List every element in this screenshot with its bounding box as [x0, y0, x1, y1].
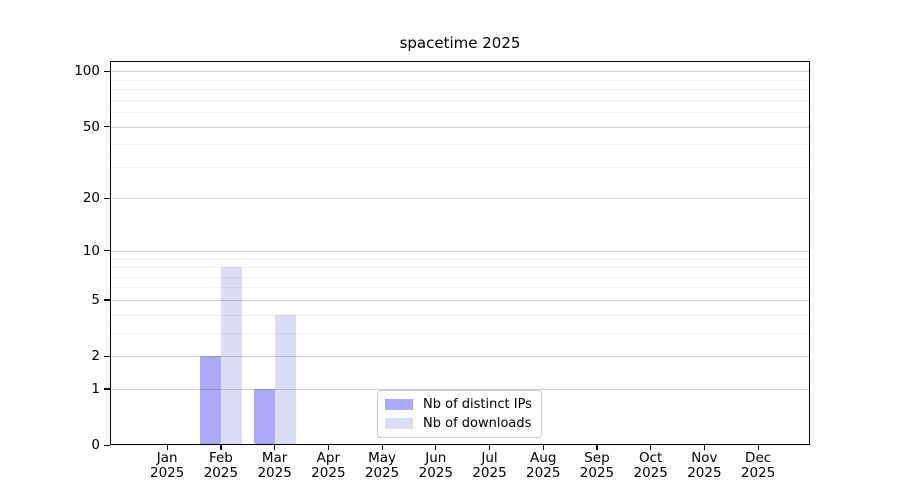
- x-tick-year: 2025: [472, 465, 507, 481]
- y-tick-label: 100: [74, 63, 100, 80]
- x-tick-year: 2025: [257, 465, 292, 481]
- x-tick-year: 2025: [203, 465, 239, 481]
- y-tick-label: 5: [91, 291, 100, 308]
- gridline-major: [111, 71, 809, 73]
- gridline-minor: [111, 99, 809, 101]
- x-tick-year: 2025: [311, 465, 346, 481]
- gridline-major: [111, 299, 809, 301]
- y-tick-mark: [104, 126, 110, 128]
- legend-entry: Nb of distinct IPs: [385, 396, 532, 413]
- y-tick-label: 1: [91, 380, 100, 397]
- x-tick-label: Apr 2025: [297, 451, 359, 481]
- x-tick-mark: [757, 445, 759, 450]
- y-tick-mark: [104, 70, 110, 72]
- plot-area: Nb of distinct IPs Nb of downloads: [110, 61, 810, 445]
- y-tick-mark: [104, 197, 110, 200]
- x-tick-year: 2025: [150, 465, 185, 481]
- x-tick-label: Dec 2025: [727, 451, 789, 481]
- legend-label: Nb of downloads: [423, 416, 532, 431]
- x-tick-month: Oct: [639, 450, 663, 466]
- y-tick-label: 50: [82, 118, 100, 135]
- x-tick-mark: [542, 445, 544, 450]
- legend-entry: Nb of downloads: [385, 415, 532, 432]
- x-tick-month: Jun: [425, 450, 447, 466]
- y-tick-mark: [104, 299, 110, 301]
- x-tick-year: 2025: [526, 465, 561, 481]
- x-tick-label: Jun 2025: [405, 451, 467, 481]
- x-tick-year: 2025: [740, 465, 776, 481]
- x-tick-month: Feb: [208, 450, 233, 466]
- x-tick-mark: [435, 445, 437, 450]
- x-tick-label: Mar 2025: [244, 451, 306, 481]
- x-tick-label: Sep 2025: [566, 451, 628, 481]
- legend-swatch: [385, 418, 413, 429]
- gridline-minor: [111, 166, 809, 168]
- x-tick-label: Jan 2025: [136, 451, 198, 481]
- x-tick-mark: [220, 445, 222, 450]
- x-tick-month: Mar: [261, 450, 288, 466]
- gridline-minor: [111, 314, 809, 316]
- x-tick-mark: [166, 445, 168, 450]
- gridline-minor: [111, 79, 809, 81]
- gridline-major: [111, 250, 809, 252]
- x-tick-month: Jan: [156, 450, 178, 466]
- x-tick-mark: [381, 445, 383, 450]
- x-tick-label: Aug 2025: [512, 451, 574, 481]
- legend-label: Nb of distinct IPs: [423, 397, 532, 412]
- x-tick-label: Feb 2025: [190, 451, 252, 481]
- x-tick-month: Aug: [530, 450, 557, 466]
- x-tick-month: Apr: [316, 450, 341, 466]
- gridline-major: [111, 388, 809, 390]
- gridline-major: [111, 356, 809, 358]
- y-tick-mark: [104, 388, 110, 390]
- bar: [220, 267, 242, 444]
- y-tick-label: 0: [91, 437, 100, 453]
- bar: [199, 356, 221, 444]
- x-tick-month: Jul: [481, 450, 498, 466]
- x-tick-label: Oct 2025: [620, 451, 682, 481]
- x-tick-mark: [274, 445, 276, 450]
- x-tick-month: May: [368, 450, 397, 466]
- gridline-major: [111, 126, 809, 128]
- y-tick-mark: [104, 355, 110, 357]
- x-tick-year: 2025: [687, 465, 722, 481]
- x-tick-year: 2025: [418, 465, 453, 481]
- y-tick-mark: [104, 250, 110, 252]
- gridline-minor: [111, 144, 809, 146]
- gridline-minor: [111, 112, 809, 114]
- gridline-minor: [111, 276, 809, 278]
- bar: [253, 388, 275, 444]
- legend: Nb of distinct IPs Nb of downloads: [377, 390, 542, 438]
- x-tick-month: Dec: [745, 450, 772, 466]
- bar: [274, 314, 296, 444]
- x-tick-year: 2025: [633, 465, 668, 481]
- x-tick-mark: [489, 445, 491, 450]
- x-tick-mark: [596, 445, 598, 450]
- gridline-minor: [111, 89, 809, 91]
- chart-title: spacetime 2025: [399, 34, 521, 52]
- x-tick-label: Jul 2025: [459, 451, 521, 481]
- x-tick-label: May 2025: [351, 451, 413, 481]
- x-tick-mark: [703, 445, 706, 450]
- x-tick-label: Nov 2025: [673, 451, 735, 481]
- x-tick-mark: [650, 445, 652, 450]
- x-tick-year: 2025: [364, 465, 400, 481]
- y-tick-label: 20: [82, 190, 100, 207]
- x-tick-month: Nov: [691, 450, 718, 466]
- x-tick-year: 2025: [579, 465, 615, 481]
- x-tick-mark: [327, 445, 330, 450]
- gridline-minor: [111, 287, 809, 289]
- y-tick-label: 10: [82, 242, 100, 259]
- gridline-minor: [111, 258, 809, 260]
- y-tick-mark: [104, 444, 110, 446]
- x-tick-month: Sep: [584, 450, 610, 466]
- gridline-major: [111, 198, 809, 200]
- gridline-minor: [111, 267, 809, 269]
- gridline-minor: [111, 332, 809, 334]
- y-tick-label: 2: [91, 348, 100, 365]
- legend-swatch: [385, 399, 413, 410]
